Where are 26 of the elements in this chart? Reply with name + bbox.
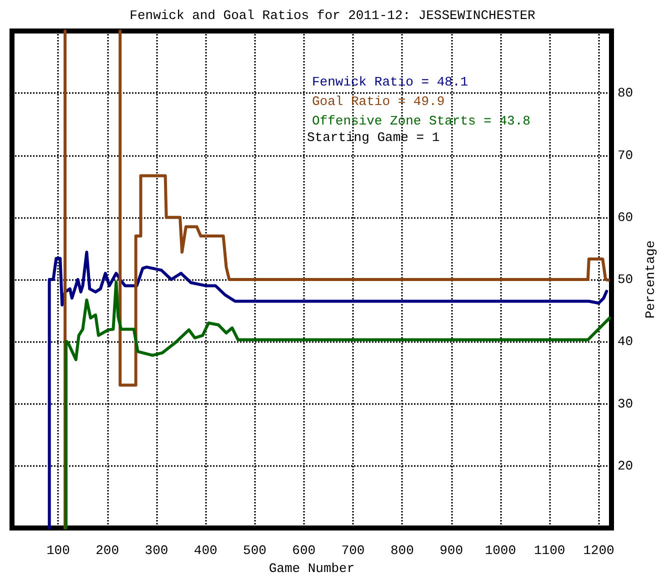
chart-title: Fenwick and Goal Ratios for 2011-12: JESSEWINCHESTER [130, 8, 536, 23]
y-tick-label: 50 [617, 272, 634, 287]
y-tick-label: 70 [617, 148, 634, 163]
x-tick-label: 700 [341, 543, 365, 558]
text: Fenwick Ratio = 48.1 [312, 74, 468, 90]
text: Offensive Zone Starts = 43.8 [312, 114, 530, 128]
x-tick-label: 800 [390, 543, 414, 558]
y-tick-label: 20 [617, 458, 634, 474]
x-tick-label: 300 [144, 543, 168, 558]
x-axis-title: Game Number [268, 561, 355, 576]
y-tick-label: 80 [617, 86, 634, 101]
x-tick-label: 400 [194, 543, 218, 558]
y-tick-label: 30 [617, 396, 634, 412]
x-tick-label: 100 [46, 543, 70, 558]
text: Goal Ratio = 49.9 [312, 94, 445, 109]
annotation: Starting Game = 1 [307, 130, 440, 145]
y-tick-label: 60 [617, 210, 634, 225]
x-tick-label: 200 [96, 543, 120, 558]
x-tick-label: 600 [292, 543, 316, 558]
y-axis-title: Percentage [643, 240, 658, 319]
x-tick-label: 1100 [534, 543, 566, 558]
x-tick-label: 1200 [583, 543, 614, 558]
x-tick-label: 1000 [484, 543, 516, 558]
y-tick-label: 40 [617, 334, 634, 350]
x-tick-label: 500 [243, 543, 266, 558]
x-tick-label: 900 [440, 543, 464, 558]
